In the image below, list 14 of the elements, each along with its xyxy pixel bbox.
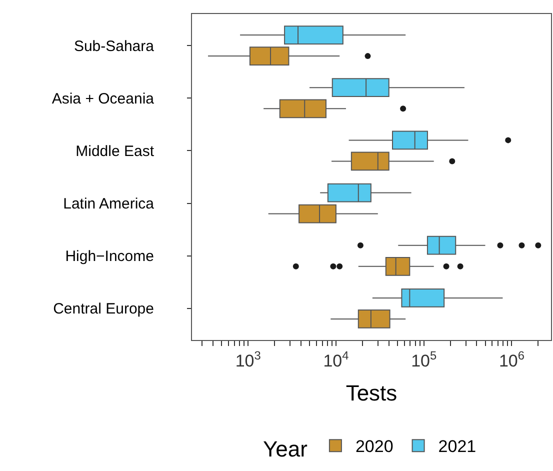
y-tick-label: High−Income xyxy=(65,248,154,266)
x-tick-label: 10$^{4}$ xyxy=(323,348,350,370)
y-tick-label: Latin America xyxy=(63,196,155,213)
x-axis-title: Tests xyxy=(346,380,398,406)
legend-title: Year xyxy=(263,436,308,462)
y-tick-label: Central Europe xyxy=(53,300,154,318)
y-tick-label: Asia + Oceania xyxy=(52,90,155,108)
y-tick-label: Middle East xyxy=(76,142,155,160)
legend-label: 2020 xyxy=(355,437,394,456)
x-tick-label: 10$^{6}$ xyxy=(498,348,525,370)
x-tick-label: 10$^{3}$ xyxy=(235,348,262,370)
legend-label: 2021 xyxy=(438,437,476,456)
y-tick-label: Sub-Sahara xyxy=(74,38,155,55)
x-tick-label: 10$^{5}$ xyxy=(411,348,437,370)
